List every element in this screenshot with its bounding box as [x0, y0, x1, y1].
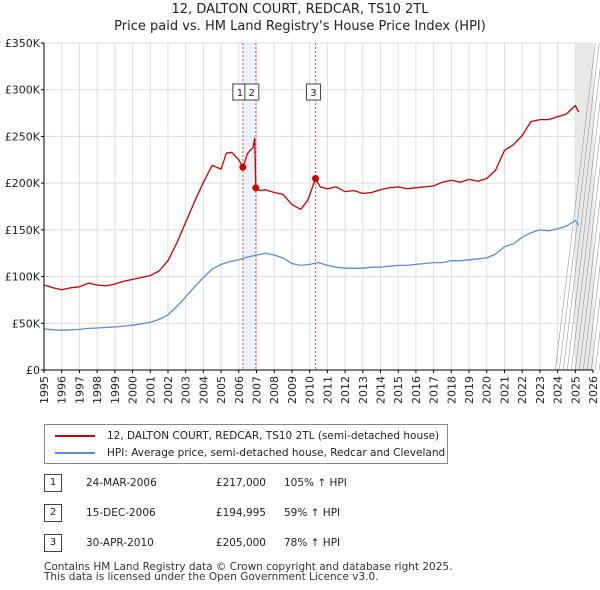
sale-2-box [244, 83, 260, 101]
property-price-line [43, 104, 580, 291]
x-tick-label: 1998 [91, 376, 104, 404]
x-tick-label: 2005 [215, 376, 228, 404]
forecast-hatch [574, 165, 600, 371]
x-tick-label: 2010 [304, 376, 317, 404]
x-tick-label: 2020 [481, 376, 494, 404]
forecast-region [575, 43, 593, 370]
legend-hpi-label: HPI: Average price, semi-detached house,… [107, 447, 446, 459]
x-tick-label: 2002 [162, 376, 175, 404]
chart-title-line2: Price paid vs. HM Land Registry's House … [114, 19, 486, 34]
x-tick-label: 1995 [38, 376, 51, 404]
footer: Contains HM Land Registry data © Crown c… [44, 561, 453, 583]
sale-3-label: 3 [310, 88, 316, 99]
y-tick-label: £250K [5, 130, 41, 143]
x-tick-label: 2014 [374, 376, 387, 404]
x-tick-label: 2026 [587, 376, 600, 404]
hpi-line [43, 219, 580, 331]
sale-hpi-change: 105% ↑ HPI [284, 477, 347, 489]
property-swatch [55, 435, 95, 437]
x-tick-label: 2000 [127, 376, 140, 404]
x-tick-label: 2018 [445, 376, 458, 404]
x-tick-label: 2016 [410, 376, 423, 404]
chart-title-line1: 12, DALTON COURT, REDCAR, TS10 2TL [171, 2, 429, 17]
y-tick-label: £0 [26, 364, 40, 377]
x-tick-label: 2007 [251, 376, 264, 404]
x-tick-label: 2003 [180, 376, 193, 404]
sale-3-point [311, 174, 319, 182]
x-tick-label: 1996 [56, 376, 69, 404]
x-tick-label: 1999 [109, 376, 122, 404]
forecast-hatch [562, 67, 600, 371]
sale-number: 1 [44, 474, 62, 492]
x-tick-label: 1997 [73, 376, 86, 404]
forecast-hatch [578, 198, 600, 371]
y-tick-label: £100K [5, 271, 41, 284]
forecast-hatch [582, 230, 600, 371]
x-tick-label: 2017 [428, 376, 441, 404]
hpi-swatch [55, 452, 95, 454]
y-tick-label: £50K [12, 317, 41, 330]
sale-1-2-period [242, 43, 256, 370]
sale-hpi-change: 78% ↑ HPI [284, 537, 341, 549]
x-tick-label: 2011 [321, 376, 334, 404]
x-tick-label: 2008 [268, 376, 281, 404]
sale-number: 2 [44, 504, 62, 522]
forecast-hatch [590, 296, 600, 371]
legend-property: 12, DALTON COURT, REDCAR, TS10 2TL (semi… [55, 428, 439, 444]
y-tick-label: £300K [5, 84, 41, 97]
sale-1-point [239, 163, 247, 171]
x-tick-label: 2015 [392, 376, 405, 404]
sale-3-period [315, 43, 318, 370]
sale-price: £205,000 [215, 537, 266, 549]
x-tick-label: 2013 [357, 376, 370, 404]
legend-hpi: HPI: Average price, semi-detached house,… [55, 445, 445, 461]
x-tick-label: 2009 [286, 376, 299, 404]
forecast-hatch [558, 42, 600, 371]
x-tick-label: 2019 [463, 376, 476, 404]
footer-line-1: Contains HM Land Registry data © Crown c… [44, 561, 453, 573]
sale-row-3: 3 30-APR-2010 £205,000 78% ↑ HPI [44, 534, 464, 552]
price-chart: £0 £50K £100K £150K £200K £250K £300K £350K 1995… [5, 37, 600, 404]
y-tick-label: £150K [5, 224, 41, 237]
sale-3-box [305, 83, 321, 101]
sale-1-label: 1 [237, 88, 243, 99]
sale-2-point [252, 184, 260, 192]
sale-number: 3 [44, 534, 62, 552]
x-tick-label: 2022 [516, 376, 529, 404]
chart-legend: 12, DALTON COURT, REDCAR, TS10 2TL (semi… [44, 424, 448, 464]
forecast-hatch [570, 132, 600, 371]
sale-row-2: 2 15-DEC-2006 £194,995 59% ↑ HPI [44, 504, 464, 522]
x-tick-label: 2004 [197, 376, 210, 404]
x-tick-label: 2021 [498, 376, 511, 404]
x-tick-label: 2012 [339, 376, 352, 404]
x-tick-label: 2025 [569, 376, 582, 404]
x-tick-label: 2001 [144, 376, 157, 404]
footer-line-2: This data is licensed under the Open Gov… [44, 571, 379, 583]
y-tick-label: £200K [5, 177, 41, 190]
legend-property-label: 12, DALTON COURT, REDCAR, TS10 2TL (semi… [107, 430, 440, 442]
sale-date: 30-APR-2010 [86, 537, 154, 549]
y-tick-label: £350K [5, 37, 41, 50]
sale-date: 15-DEC-2006 [86, 507, 156, 519]
sale-date: 24-MAR-2006 [86, 477, 157, 489]
forecast-hatch [554, 42, 596, 371]
sale-row-1: 1 24-MAR-2006 £217,000 105% ↑ HPI [44, 474, 464, 492]
x-tick-label: 2006 [233, 376, 246, 404]
x-tick-label: 2024 [552, 376, 565, 404]
sale-price: £194,995 [215, 507, 266, 519]
x-tick-label: 2023 [534, 376, 547, 404]
forecast-hatch [566, 100, 600, 371]
forecast-hatch [586, 263, 600, 371]
sale-hpi-change: 59% ↑ HPI [284, 507, 341, 519]
sale-2-label: 2 [249, 88, 255, 99]
sale-price: £217,000 [215, 477, 266, 489]
